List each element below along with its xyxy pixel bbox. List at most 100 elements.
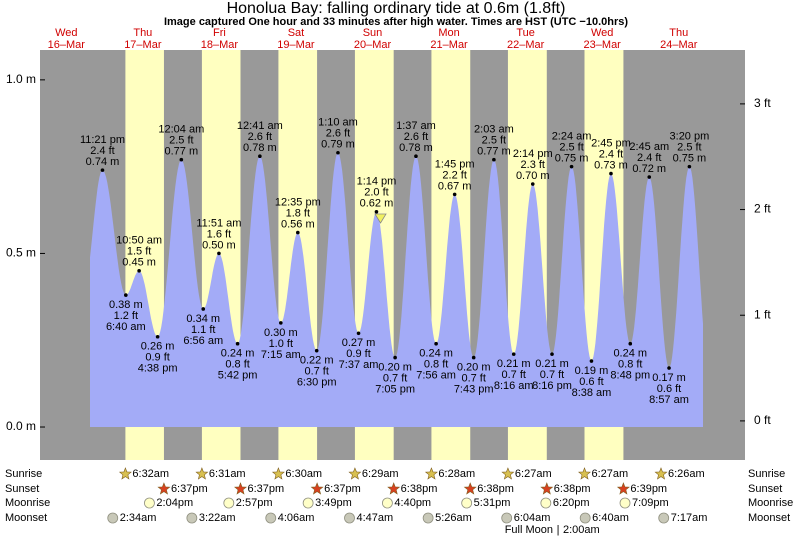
- tide-ft-label: 0.7 ft: [501, 369, 525, 381]
- moonset-icon: [265, 512, 277, 524]
- event-row-label: Moonset: [5, 512, 47, 524]
- tide-time-label: 2:03 am: [474, 124, 514, 136]
- event-time: 6:32am: [132, 468, 169, 480]
- tide-point: [530, 182, 535, 186]
- tide-ft-label: 0.6 ft: [579, 376, 603, 388]
- tide-time-label: 1:10 am: [318, 117, 358, 129]
- tide-ft-label: 2.3 ft: [521, 159, 545, 171]
- day-weekday: Sun: [363, 27, 383, 39]
- tide-ft-label: 0.7 ft: [383, 372, 407, 384]
- event-time: 6:04am: [514, 512, 551, 524]
- y-tick-label: 0.0 m: [6, 419, 36, 433]
- tide-m-label: 0.24 m: [419, 348, 453, 360]
- tide-m-label: 0.78 m: [243, 142, 277, 154]
- event-time: 6:31am: [209, 468, 246, 480]
- tide-m-label: 0.78 m: [399, 142, 433, 154]
- tide-time-label: 7:15 am: [261, 349, 301, 361]
- day-date: 17–Mar: [124, 39, 162, 51]
- tide-time-label: 12:04 am: [158, 124, 204, 136]
- sunset-icon: [234, 482, 247, 495]
- tide-ft-label: 1.0 ft: [269, 338, 293, 350]
- tide-time-label: 2:24 am: [552, 131, 592, 143]
- event-time: 3:22am: [199, 512, 236, 524]
- day-date: 24–Mar: [660, 39, 698, 51]
- tide-time-label: 11:21 pm: [80, 134, 125, 146]
- current-tide-marker: [374, 213, 387, 224]
- tide-time-label: 8:16 pm: [532, 380, 572, 392]
- tide-m-label: 0.77 m: [477, 146, 511, 158]
- tide-m-label: 0.50 m: [202, 239, 236, 251]
- tide-time-label: 3:20 pm: [670, 131, 710, 143]
- day-date: 20–Mar: [354, 39, 392, 51]
- tide-point: [217, 251, 221, 256]
- moonset-icon: [501, 512, 513, 524]
- sunrise-icon: [271, 467, 285, 480]
- tide-ft-label: 2.6 ft: [404, 131, 428, 143]
- moonrise-icon: [302, 497, 314, 509]
- tide-m-label: 0.70 m: [516, 170, 550, 182]
- tide-point: [356, 331, 361, 336]
- y2-tick-label: 3 ft: [754, 96, 771, 110]
- event-time: 6:38pm: [401, 483, 438, 495]
- tide-point: [569, 164, 574, 169]
- day-weekday: Fri: [213, 27, 226, 39]
- event-time: 6:26am: [668, 468, 705, 480]
- tide-time-label: 2:45 am: [629, 141, 669, 153]
- event-time: 6:20pm: [553, 497, 590, 509]
- moonrise-icon: [144, 497, 155, 509]
- tide-ft-label: 0.8 ft: [618, 359, 642, 371]
- chart-title: Honolua Bay: falling ordinary tide at 0.…: [227, 0, 566, 17]
- tide-point: [235, 341, 240, 346]
- moonset-icon: [107, 512, 119, 524]
- sunrise-icon: [348, 467, 362, 480]
- moon-phase: Full Moon | 2:00am: [505, 524, 600, 536]
- tide-m-label: 0.38 m: [109, 299, 143, 311]
- day-date: 18–Mar: [201, 39, 239, 51]
- event-time: 2:57pm: [236, 497, 273, 509]
- tide-point: [492, 157, 496, 162]
- day-weekday: Mon: [438, 27, 459, 39]
- tide-time-label: 6:56 am: [183, 335, 223, 347]
- tide-ft-label: 2.5 ft: [482, 135, 506, 147]
- tide-m-label: 0.30 m: [264, 327, 298, 339]
- event-time: 4:40pm: [394, 497, 431, 509]
- moon-phase-time: 2:00am: [563, 524, 600, 536]
- tide-m-label: 0.21 m: [497, 358, 531, 370]
- y2-tick-label: 2 ft: [754, 202, 771, 216]
- moonset-icon: [422, 512, 434, 524]
- tide-point: [336, 150, 340, 155]
- tide-m-label: 0.20 m: [378, 361, 412, 373]
- sunset-icon: [463, 482, 477, 495]
- y-tick-label: 1.0 m: [6, 72, 36, 86]
- event-row-label: Moonrise: [748, 497, 793, 509]
- event-time: 3:49pm: [315, 497, 352, 509]
- tide-ft-label: 0.7 ft: [461, 372, 485, 384]
- event-time: 6:37pm: [324, 483, 361, 495]
- tide-ft-label: 1.2 ft: [114, 310, 138, 322]
- chart-subtitle: Image captured One hour and 33 minutes a…: [164, 16, 628, 28]
- sunset-icon: [310, 482, 324, 495]
- tide-m-label: 0.17 m: [652, 372, 686, 384]
- event-time: 6:27am: [591, 468, 628, 480]
- tide-ft-label: 0.9 ft: [145, 352, 169, 364]
- tide-m-label: 0.26 m: [141, 341, 175, 353]
- moonrise-icon: [223, 497, 235, 509]
- tide-time-label: 2:14 pm: [513, 148, 553, 160]
- event-time: 6:37pm: [171, 483, 208, 495]
- event-row-label: Moonset: [748, 512, 790, 524]
- tide-ft-label: 2.4 ft: [637, 152, 661, 164]
- sunset-icon: [387, 482, 401, 495]
- y-tick-label: 0.5 m: [6, 246, 36, 260]
- tide-point: [137, 268, 141, 273]
- tide-time-label: 7:37 am: [339, 359, 379, 371]
- event-time: 5:31pm: [474, 497, 511, 509]
- event-time: 2:04pm: [156, 497, 193, 509]
- tide-time-label: 8:38 am: [572, 387, 612, 399]
- tide-time-label: 8:16 am: [494, 380, 534, 392]
- event-time: 2:34am: [120, 512, 157, 524]
- tide-point: [279, 321, 283, 325]
- tide-time-label: 8:57 am: [649, 394, 689, 406]
- sunrise-icon: [654, 467, 668, 480]
- event-time: 6:38pm: [477, 483, 514, 495]
- sunset-icon: [540, 482, 554, 495]
